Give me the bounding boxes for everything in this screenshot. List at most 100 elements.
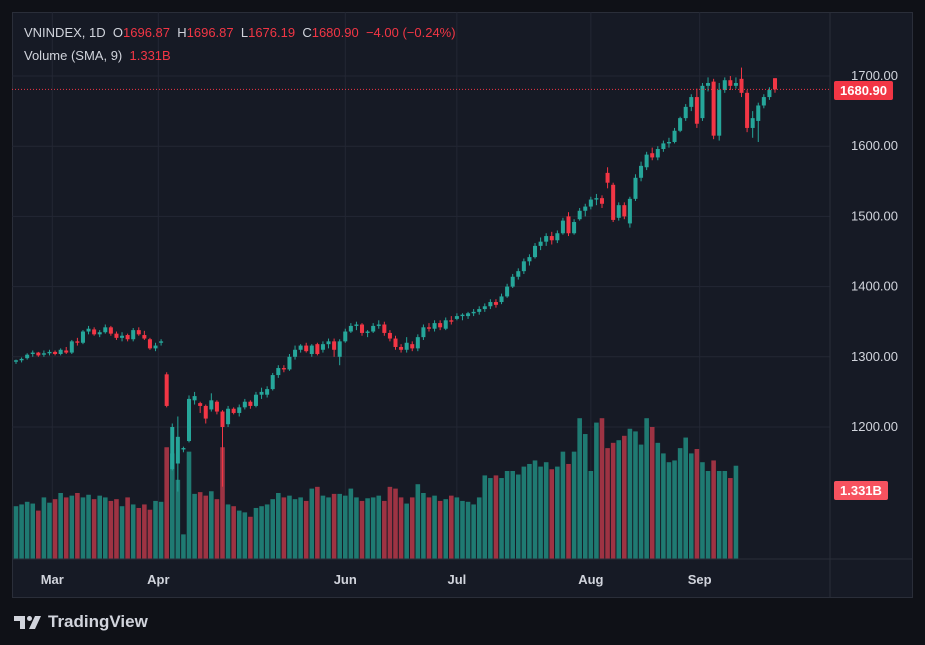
candle-body — [521, 261, 526, 272]
volume-bar — [677, 448, 683, 559]
candle-body — [64, 350, 69, 353]
volume-bar — [197, 492, 203, 559]
candle-body — [304, 345, 309, 352]
volume-bar — [655, 442, 661, 559]
volume-bar — [370, 497, 376, 559]
candle-body — [220, 411, 225, 427]
current-price-tag: 1680.90 — [834, 81, 893, 100]
volume-bar — [287, 495, 292, 559]
candle-body — [343, 331, 348, 342]
candle-body — [270, 375, 275, 390]
candle-body — [454, 316, 459, 319]
volume-bar — [119, 506, 125, 559]
candle-body — [365, 331, 370, 333]
low-value: 1676.19 — [248, 25, 296, 40]
tradingview-logo[interactable]: TradingView — [14, 610, 148, 634]
symbol-label[interactable]: VNINDEX, 1D — [24, 25, 106, 40]
volume-bar — [644, 418, 649, 559]
volume-bar — [108, 500, 114, 559]
candle-body — [97, 332, 102, 335]
x-tick-label: Aug — [578, 572, 603, 587]
candle-body — [426, 327, 431, 329]
volume-bar — [175, 479, 181, 559]
candle-body — [745, 92, 750, 128]
candle-body — [30, 352, 35, 354]
volume-bar — [225, 504, 231, 559]
volume-bar — [566, 463, 571, 559]
volume-bar — [181, 534, 186, 559]
volume-bar — [488, 478, 493, 559]
volume-bar — [672, 460, 677, 559]
candle-body — [276, 368, 281, 376]
candle-body — [772, 78, 778, 90]
y-tick-label: 1700.00 — [851, 68, 898, 83]
volume-bar — [236, 510, 242, 559]
candle-body — [332, 341, 337, 350]
change-value: −4.00 (−0.24%) — [365, 25, 456, 40]
candle-body — [298, 345, 303, 350]
candle-body — [533, 245, 538, 258]
candle-body — [170, 427, 175, 470]
volume-bar — [649, 427, 655, 559]
candle-body — [164, 374, 169, 406]
volume-bar — [276, 493, 281, 559]
candle-body — [616, 205, 621, 218]
volume-bar — [521, 466, 527, 559]
candle-body — [47, 351, 52, 354]
volume-bar — [248, 516, 253, 559]
candle-body — [58, 349, 63, 354]
x-tick-label: Jul — [447, 572, 466, 587]
volume-bar — [460, 500, 465, 559]
candle-body — [248, 401, 253, 406]
volume-bar — [398, 497, 404, 559]
candle-body — [354, 324, 359, 326]
volume-bar — [292, 499, 298, 559]
volume-bar — [214, 499, 220, 559]
volume-bar — [465, 501, 471, 559]
volume-bar — [705, 471, 711, 559]
candle-body — [438, 323, 443, 328]
volume-bar — [582, 434, 588, 559]
volume-bar — [532, 460, 538, 559]
volume-bar — [627, 428, 633, 559]
candle-body — [510, 276, 515, 287]
candle-body — [41, 353, 46, 355]
candle-body — [315, 344, 320, 354]
candle-body — [728, 80, 733, 86]
volume-bar — [114, 499, 119, 559]
candle-body — [320, 344, 325, 350]
volume-bar — [147, 509, 153, 559]
open-value: 1696.87 — [123, 25, 170, 40]
volume-bar — [326, 497, 331, 559]
candle-body — [599, 198, 605, 204]
candlestick-chart[interactable]: 1200.00 1300.00 1400.00 1500.00 1600.00 1700.… — [12, 12, 913, 598]
candle-body — [432, 323, 437, 329]
volume-bar — [281, 497, 287, 559]
volume-legend: Volume (SMA, 9) 1.331B — [24, 48, 171, 63]
volume-bar — [387, 486, 393, 559]
candle-body — [175, 436, 180, 464]
volume-indicator-label[interactable]: Volume (SMA, 9) — [24, 48, 123, 63]
volume-bar — [688, 453, 694, 559]
volume-bar — [404, 503, 409, 559]
volume-bar — [538, 466, 543, 559]
candle-body — [733, 83, 738, 86]
candle-body — [131, 330, 136, 340]
volume-bar — [571, 451, 577, 559]
volume-bar — [91, 499, 97, 559]
volume-bar — [86, 494, 91, 559]
volume-bar — [264, 504, 270, 559]
candle-body — [611, 184, 616, 220]
candle-body — [287, 356, 292, 370]
candle-body — [739, 78, 744, 93]
volume-bar — [638, 444, 644, 559]
candle-body — [125, 335, 130, 340]
volume-bar — [633, 431, 638, 559]
volume-bar — [220, 447, 225, 559]
candle-body — [583, 206, 588, 211]
volume-bar — [733, 465, 739, 559]
candle-body — [538, 241, 543, 246]
candle-body — [683, 106, 688, 119]
candle-body — [761, 97, 766, 106]
y-tick-label: 1300.00 — [851, 349, 898, 364]
